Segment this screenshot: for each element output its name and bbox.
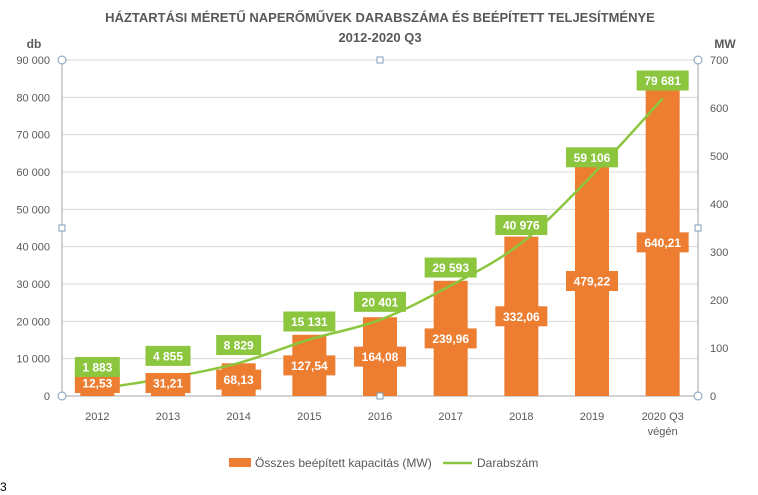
data-label-count: 29 593	[432, 261, 469, 275]
left-tick-label: 80 000	[16, 92, 50, 104]
data-label-capacity-bg	[74, 373, 120, 393]
right-tick-label: 400	[710, 199, 728, 211]
data-label-capacity: 640,21	[644, 236, 681, 250]
left-tick-label: 10 000	[16, 354, 50, 366]
data-label-capacity-bg	[566, 270, 618, 291]
x-tick-label: 2015	[297, 411, 321, 423]
right-axis-title: MW	[714, 37, 736, 51]
data-label-capacity: 332,06	[503, 310, 540, 324]
left-tick-label: 60 000	[16, 167, 50, 179]
data-label-count: 8 829	[224, 339, 254, 353]
left-tick-label: 20 000	[16, 316, 50, 328]
data-label-count: 79 681	[644, 74, 681, 88]
resize-handle-side[interactable]	[58, 224, 66, 232]
data-label-capacity-bg	[424, 328, 477, 349]
resize-handle-side[interactable]	[694, 224, 702, 232]
data-label-count: 15 131	[291, 315, 328, 329]
legend-label-capacity: Összes beépített kapacitás (MW)	[255, 456, 432, 470]
data-label-capacity: 31,21	[153, 377, 183, 391]
data-label-count-bg	[495, 215, 548, 236]
data-label-count-bg	[424, 257, 477, 278]
resize-handle-corner[interactable]	[57, 55, 67, 65]
data-label-capacity-bg	[145, 373, 191, 393]
data-label-count: 59 106	[574, 151, 611, 165]
right-tick-label: 300	[710, 247, 728, 259]
x-tick-label: végén	[648, 426, 678, 438]
line-count	[97, 97, 664, 391]
chart-title: HÁZTARTÁSI MÉRETŰ NAPERŐMŰVEK DARABSZÁMA…	[105, 10, 655, 25]
resize-handle-side[interactable]	[376, 392, 384, 400]
data-label-count-bg	[636, 70, 689, 91]
resize-handle-corner[interactable]	[693, 55, 703, 65]
data-label-capacity: 12,53	[82, 377, 112, 391]
x-tick-label: 2013	[156, 411, 180, 423]
right-tick-label: 600	[710, 103, 728, 115]
x-tick-label: 2016	[368, 411, 392, 423]
data-label-capacity-bg	[216, 369, 262, 390]
data-label-count-bg	[283, 311, 336, 332]
data-label-count-bg	[145, 345, 191, 366]
left-tick-label: 0	[44, 391, 50, 403]
right-tick-label: 700	[710, 55, 728, 67]
stray-text: 3	[0, 480, 7, 494]
data-label-count-bg	[566, 147, 618, 168]
x-tick-label: 2014	[226, 411, 250, 423]
left-tick-label: 40 000	[16, 242, 50, 254]
data-label-capacity: 164,08	[362, 350, 399, 364]
resize-handle-corner[interactable]	[693, 391, 703, 401]
data-label-count-bg	[74, 356, 120, 377]
right-tick-label: 500	[710, 151, 728, 163]
data-label-capacity-bg	[354, 346, 406, 367]
data-label-count-bg	[216, 335, 262, 356]
data-label-capacity-bg	[495, 306, 548, 327]
data-label-count: 20 401	[362, 295, 399, 309]
data-label-count-bg	[354, 291, 406, 312]
x-tick-label: 2012	[85, 411, 109, 423]
data-label-count: 40 976	[503, 219, 540, 233]
x-tick-label: 2019	[580, 411, 604, 423]
data-label-capacity: 239,96	[432, 332, 469, 346]
legend-label-count: Darabszám	[477, 456, 538, 470]
right-tick-label: 0	[710, 391, 716, 403]
data-label-count: 1 883	[82, 360, 112, 374]
left-tick-label: 50 000	[16, 204, 50, 216]
data-label-capacity: 127,54	[291, 359, 328, 373]
data-label-capacity: 68,13	[224, 373, 254, 387]
x-tick-label: 2017	[438, 411, 462, 423]
chart-subtitle: 2012-2020 Q3	[338, 30, 421, 45]
left-axis-title: db	[27, 37, 42, 51]
data-label-capacity-bg	[636, 232, 689, 253]
right-tick-label: 200	[710, 295, 728, 307]
legend-swatch-capacity	[229, 458, 251, 467]
x-tick-label: 2018	[509, 411, 533, 423]
x-tick-label: 2020 Q3	[642, 411, 684, 423]
left-tick-label: 30 000	[16, 279, 50, 291]
data-label-count: 4 855	[153, 349, 183, 363]
left-tick-label: 70 000	[16, 130, 50, 142]
data-label-capacity: 479,22	[574, 274, 611, 288]
resize-handle-corner[interactable]	[57, 391, 67, 401]
resize-handle-side[interactable]	[376, 56, 384, 64]
data-label-capacity-bg	[283, 355, 336, 376]
right-tick-label: 100	[710, 343, 728, 355]
left-tick-label: 90 000	[16, 55, 50, 67]
